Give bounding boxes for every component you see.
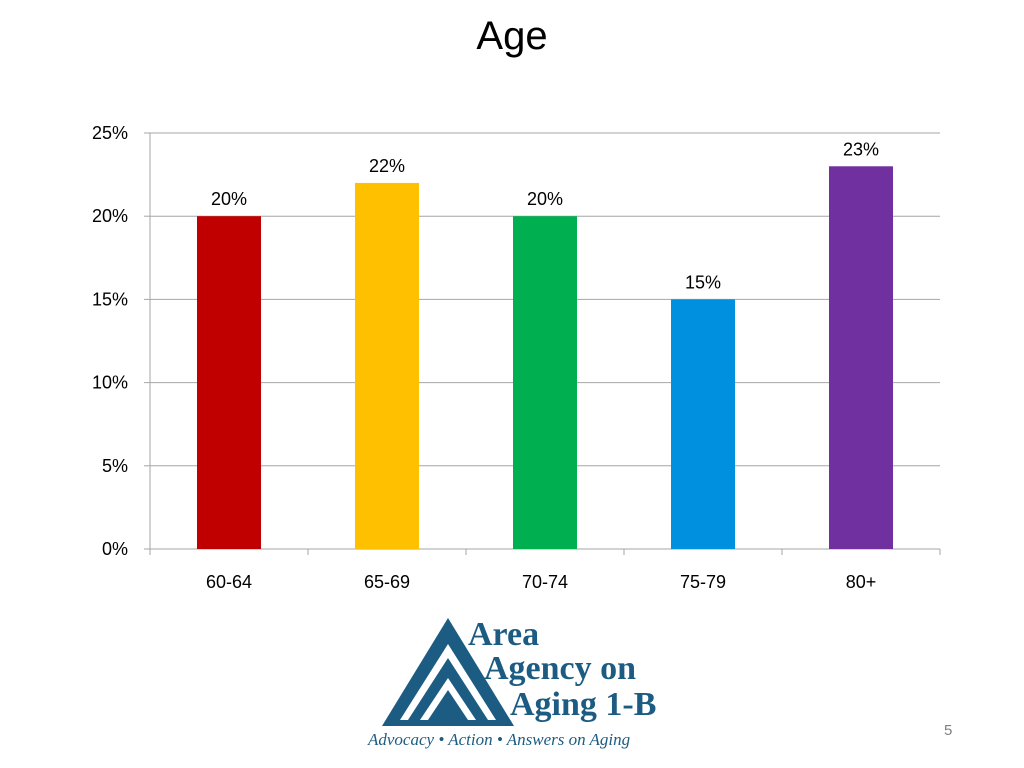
bar <box>197 216 261 549</box>
data-label: 23% <box>843 139 879 159</box>
bar <box>829 166 893 549</box>
y-tick-label: 5% <box>102 456 128 476</box>
x-tick-label: 80+ <box>846 572 877 592</box>
page-number: 5 <box>944 722 953 739</box>
bar <box>671 299 735 549</box>
bar-chart: 0% 5% 10% 15% 20% 25% 20% 60-64 22% 65-69 20% 70-74… <box>92 123 941 592</box>
bar <box>355 182 419 550</box>
logo-text-line1: Area <box>468 616 540 653</box>
y-tick-label: 0% <box>102 539 128 559</box>
logo-tagline: Advocacy • Action • Answers on Aging <box>368 730 631 749</box>
logo-text-line2: Agency on <box>484 650 637 687</box>
y-tick-label: 10% <box>92 373 128 393</box>
slide-title: Age <box>476 14 548 58</box>
x-tick-label: 75-79 <box>680 572 726 592</box>
x-tick-label: 70-74 <box>522 572 568 592</box>
data-label: 22% <box>369 156 405 176</box>
y-tick-label: 15% <box>92 289 128 309</box>
data-label: 15% <box>685 272 721 292</box>
area-agency-logo: Area Agency on Aging 1-B Advocacy • Acti… <box>360 612 670 762</box>
data-label: 20% <box>527 189 563 209</box>
x-tick-label: 65-69 <box>364 572 410 592</box>
y-tick-label: 20% <box>92 206 128 226</box>
logo-text-line3: Aging 1-B <box>510 686 657 723</box>
y-tick-label: 25% <box>92 123 128 143</box>
bar <box>513 216 577 549</box>
x-tick-label: 60-64 <box>206 572 252 592</box>
data-label: 20% <box>211 189 247 209</box>
triangle-logo-icon <box>382 618 514 726</box>
